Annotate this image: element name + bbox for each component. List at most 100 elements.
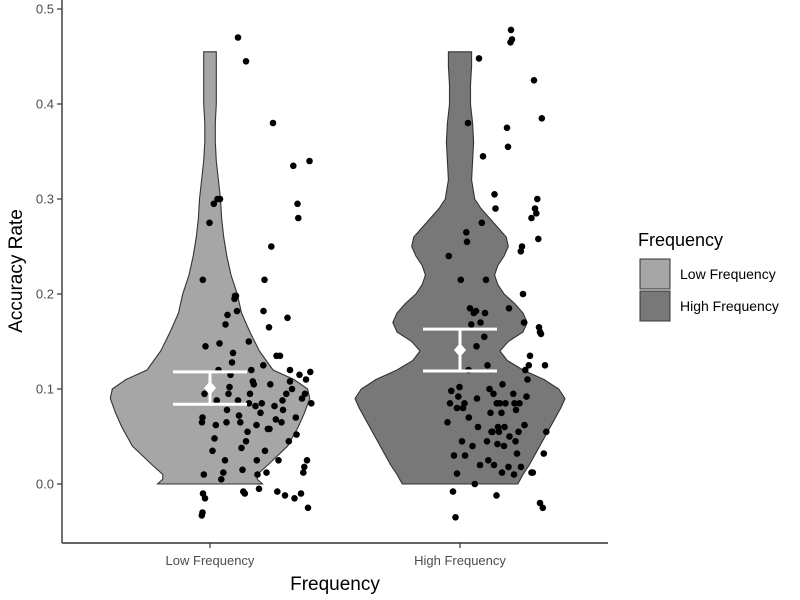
- data-point-high-50: [503, 124, 511, 132]
- data-point-high-83: [541, 362, 549, 369]
- data-point-high-96: [501, 423, 508, 431]
- data-point-low-4: [200, 471, 208, 478]
- data-point-low-91: [307, 368, 314, 376]
- data-point-low-52: [257, 409, 264, 417]
- x-axis-title: Frequency: [290, 574, 380, 595]
- data-point-low-7: [199, 414, 206, 421]
- data-point-low-15: [211, 435, 218, 442]
- data-point-low-23: [223, 419, 230, 426]
- axes: Accuracy Rate Frequency 0.0 0.1 0.2 0.3 0.4 0…: [6, 0, 608, 595]
- data-point-high-26: [475, 55, 483, 62]
- data-point-high-40: [491, 191, 498, 198]
- data-point-low-86: [301, 390, 309, 398]
- data-point-high-29: [479, 153, 487, 160]
- data-point-high-13: [461, 452, 469, 459]
- data-point-high-95: [512, 406, 520, 414]
- data-point-high-67: [524, 376, 531, 383]
- data-point-high-6: [452, 514, 459, 521]
- data-point-low-53: [258, 400, 266, 407]
- data-point-high-27: [477, 319, 484, 326]
- data-point-high-10: [457, 276, 465, 284]
- data-point-high-35: [486, 385, 493, 393]
- violin-low-frequency: [109, 51, 311, 485]
- legend: Frequency Low Frequency High Frequency: [638, 230, 779, 322]
- data-point-low-60: [267, 381, 274, 388]
- data-point-high-24: [473, 395, 481, 402]
- y-tick-label-4: 0.4: [36, 97, 54, 112]
- data-point-low-81: [296, 371, 303, 379]
- data-point-high-28: [478, 219, 486, 227]
- data-point-low-29: [229, 349, 237, 357]
- data-point-high-30: [481, 333, 488, 341]
- data-point-high-4: [449, 488, 457, 495]
- y-axis-title: Accuracy Rate: [6, 209, 27, 333]
- data-point-low-35: [235, 412, 243, 419]
- data-point-high-49: [502, 400, 509, 407]
- data-point-low-40: [241, 490, 249, 497]
- data-point-high-103: [498, 469, 506, 476]
- data-point-low-71: [283, 390, 290, 398]
- data-point-low-61: [268, 243, 275, 250]
- data-point-low-84: [300, 469, 307, 476]
- data-point-high-1: [445, 252, 453, 260]
- data-point-high-79: [537, 330, 545, 338]
- data-point-high-0: [444, 419, 451, 426]
- data-point-low-26: [226, 383, 233, 391]
- data-point-high-32: [482, 276, 490, 284]
- data-point-low-36: [237, 419, 244, 426]
- data-point-high-99: [505, 463, 512, 471]
- data-point-high-68: [525, 362, 533, 369]
- data-point-low-83: [298, 395, 306, 402]
- data-point-high-22: [471, 480, 479, 488]
- data-point-high-75: [534, 195, 541, 203]
- data-point-high-80: [538, 115, 546, 122]
- data-point-low-102: [273, 352, 280, 360]
- data-point-high-8: [455, 393, 462, 400]
- data-point-high-84: [543, 428, 550, 436]
- legend-label-high: High Frequency: [680, 298, 779, 314]
- data-point-low-68: [278, 419, 285, 426]
- y-tick-label-5: 0.5: [36, 2, 54, 17]
- data-point-high-92: [473, 343, 480, 350]
- data-point-high-16: [464, 119, 472, 127]
- data-point-low-69: [279, 406, 287, 414]
- data-point-high-65: [522, 366, 529, 374]
- data-point-high-23: [472, 307, 480, 315]
- data-point-high-51: [504, 143, 512, 151]
- data-point-high-86: [493, 492, 500, 499]
- data-point-high-94: [528, 214, 535, 222]
- data-point-low-41: [242, 438, 250, 445]
- data-point-high-47: [499, 381, 506, 388]
- data-point-low-25: [225, 390, 232, 398]
- data-point-high-17: [465, 414, 473, 421]
- legend-key-low: [639, 258, 671, 290]
- data-point-low-3: [199, 490, 207, 497]
- data-point-high-54: [508, 36, 516, 43]
- data-point-high-31: [481, 309, 489, 317]
- data-point-low-73: [285, 438, 293, 445]
- data-point-low-64: [272, 416, 280, 423]
- data-point-low-97: [224, 311, 231, 319]
- data-point-low-22: [221, 457, 229, 464]
- x-tick-label-1: High Frequency: [414, 553, 506, 568]
- y-tick-label-0: 0.0: [36, 477, 54, 492]
- data-point-low-79: [294, 200, 301, 208]
- mean-marker-high: [454, 343, 466, 358]
- mean-marker-low: [204, 381, 216, 396]
- legend-title: Frequency: [638, 230, 723, 250]
- data-point-low-6: [198, 419, 206, 426]
- data-point-low-96: [222, 321, 229, 328]
- data-point-low-37: [238, 444, 245, 452]
- legend-key-high: [639, 290, 671, 322]
- data-point-low-42: [244, 428, 251, 436]
- data-point-low-34: [234, 397, 242, 404]
- data-point-high-81: [539, 504, 547, 512]
- y-tick-label-2: 0.2: [36, 287, 54, 302]
- data-point-low-82: [297, 490, 305, 497]
- data-point-low-101: [286, 378, 294, 385]
- data-point-high-5: [450, 452, 458, 459]
- data-point-low-87: [302, 376, 310, 383]
- data-point-low-62: [269, 119, 277, 127]
- data-point-low-99: [266, 425, 273, 433]
- data-point-low-24: [223, 406, 231, 414]
